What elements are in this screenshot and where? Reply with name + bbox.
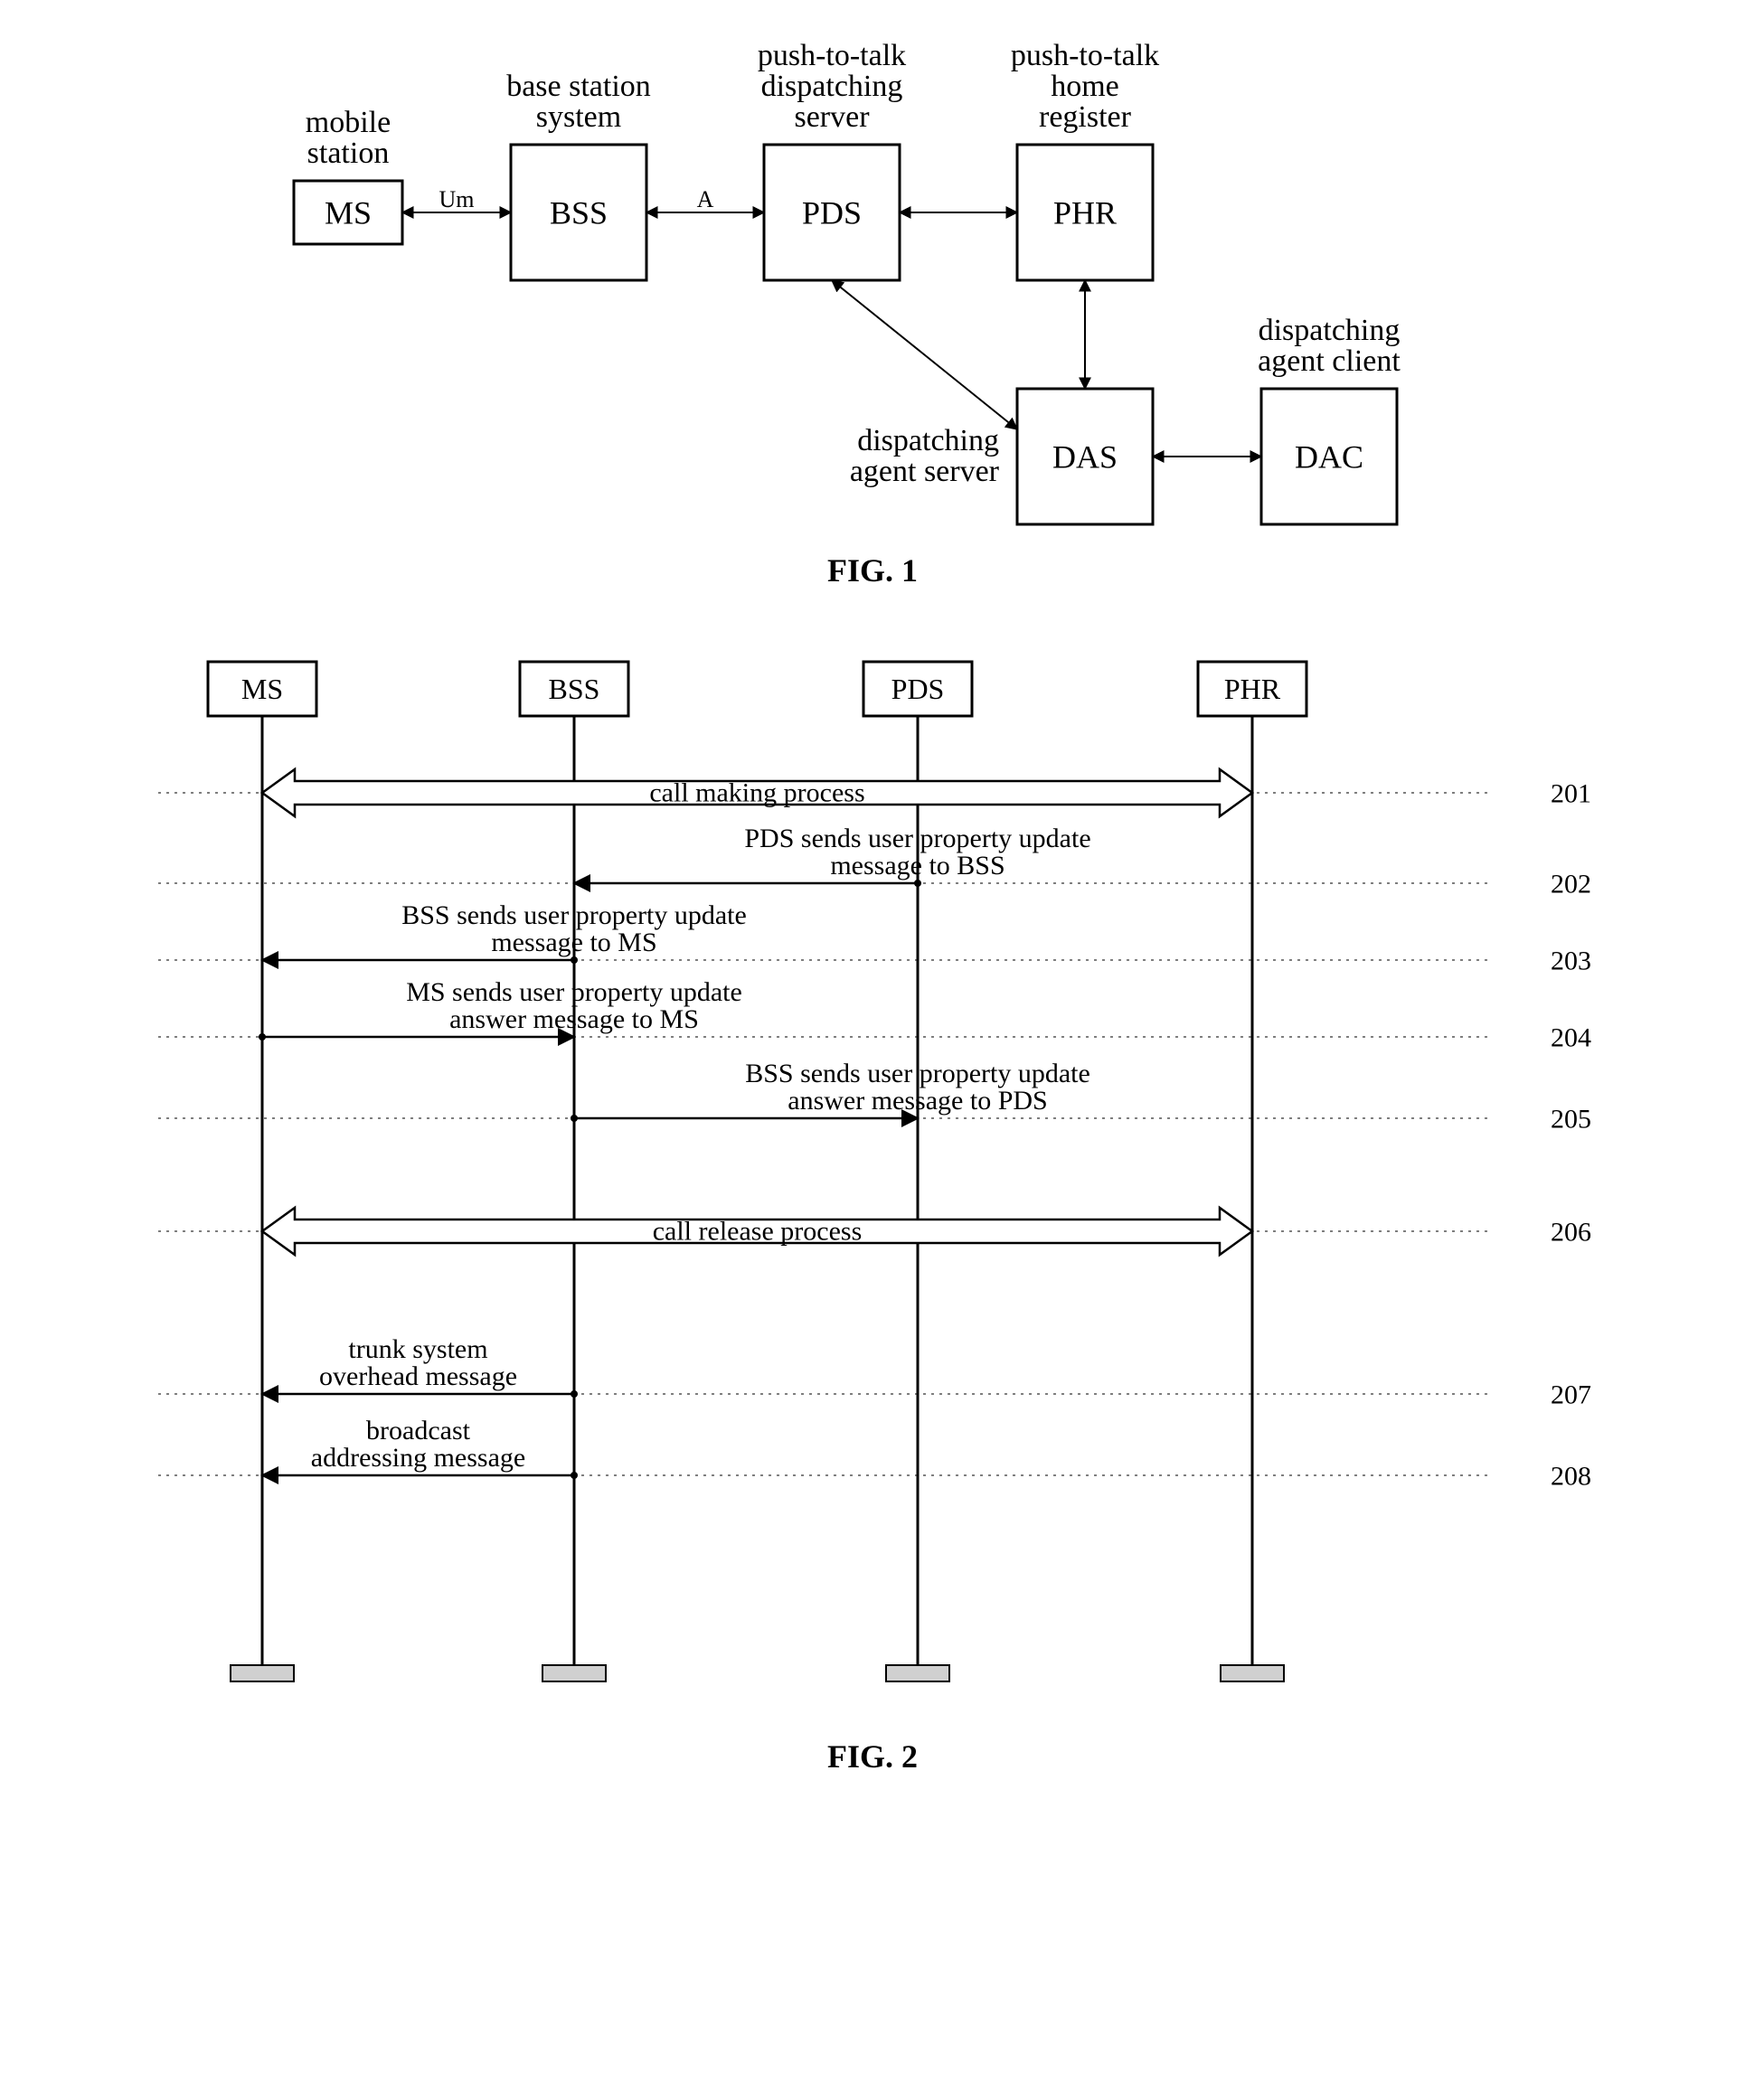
- svg-text:server: server: [794, 100, 870, 134]
- svg-text:BSS sends user property update: BSS sends user property update: [401, 900, 747, 930]
- svg-text:205: 205: [1551, 1105, 1591, 1135]
- svg-text:home: home: [1051, 70, 1119, 103]
- svg-text:BSS sends user property update: BSS sends user property update: [745, 1059, 1090, 1088]
- svg-text:broadcast: broadcast: [366, 1416, 471, 1446]
- svg-text:MS sends user property update: MS sends user property update: [406, 977, 742, 1007]
- svg-text:push-to-talk: push-to-talk: [1011, 39, 1159, 72]
- svg-text:agent client: agent client: [1258, 344, 1401, 378]
- svg-text:A: A: [697, 186, 714, 212]
- svg-text:dispatching: dispatching: [761, 70, 903, 103]
- svg-text:204: 204: [1551, 1023, 1591, 1053]
- svg-text:base station: base station: [506, 70, 651, 103]
- svg-text:207: 207: [1551, 1380, 1591, 1410]
- svg-text:station: station: [307, 137, 390, 170]
- svg-text:message to MS: message to MS: [491, 928, 656, 957]
- svg-text:trunk system: trunk system: [348, 1334, 487, 1364]
- svg-text:MS: MS: [241, 673, 283, 705]
- svg-text:PDS: PDS: [802, 195, 862, 231]
- svg-text:overhead message: overhead message: [319, 1361, 517, 1391]
- svg-text:addressing message: addressing message: [311, 1443, 525, 1473]
- svg-text:PHR: PHR: [1224, 673, 1281, 705]
- svg-text:dispatching: dispatching: [857, 424, 999, 457]
- fig1-diagram: Um A MS mobilestation BSS base stationsystem P…: [240, 27, 1505, 533]
- svg-text:system: system: [536, 100, 621, 134]
- svg-text:MS: MS: [325, 195, 372, 231]
- svg-text:BSS: BSS: [549, 673, 600, 705]
- svg-text:203: 203: [1551, 946, 1591, 976]
- fig2-caption: FIG. 2: [27, 1737, 1718, 1775]
- svg-text:201: 201: [1551, 779, 1591, 809]
- svg-text:call making process: call making process: [649, 778, 864, 808]
- svg-text:PDS: PDS: [891, 673, 945, 705]
- fig1-caption: FIG. 1: [27, 551, 1718, 589]
- svg-text:DAS: DAS: [1052, 439, 1118, 476]
- svg-text:202: 202: [1551, 870, 1591, 899]
- svg-text:BSS: BSS: [550, 195, 608, 231]
- svg-text:push-to-talk: push-to-talk: [758, 39, 906, 72]
- svg-text:register: register: [1039, 100, 1132, 134]
- svg-text:dispatching: dispatching: [1259, 314, 1401, 347]
- svg-text:208: 208: [1551, 1462, 1591, 1492]
- svg-text:message to BSS: message to BSS: [830, 851, 1005, 880]
- svg-text:206: 206: [1551, 1218, 1591, 1248]
- svg-text:PDS sends user property update: PDS sends user property update: [744, 824, 1090, 853]
- svg-text:agent server: agent server: [850, 455, 1000, 488]
- svg-text:DAC: DAC: [1295, 439, 1363, 476]
- svg-text:Um: Um: [439, 186, 475, 212]
- svg-text:answer message to MS: answer message to MS: [449, 1004, 699, 1034]
- svg-text:mobile: mobile: [306, 106, 391, 139]
- svg-text:answer message to PDS: answer message to PDS: [788, 1086, 1047, 1116]
- svg-text:PHR: PHR: [1053, 195, 1117, 231]
- fig2-sequence-diagram: MS BSS PDS PHR call making process 201 PDS sen…: [104, 635, 1641, 1719]
- svg-text:call release process: call release process: [653, 1217, 863, 1247]
